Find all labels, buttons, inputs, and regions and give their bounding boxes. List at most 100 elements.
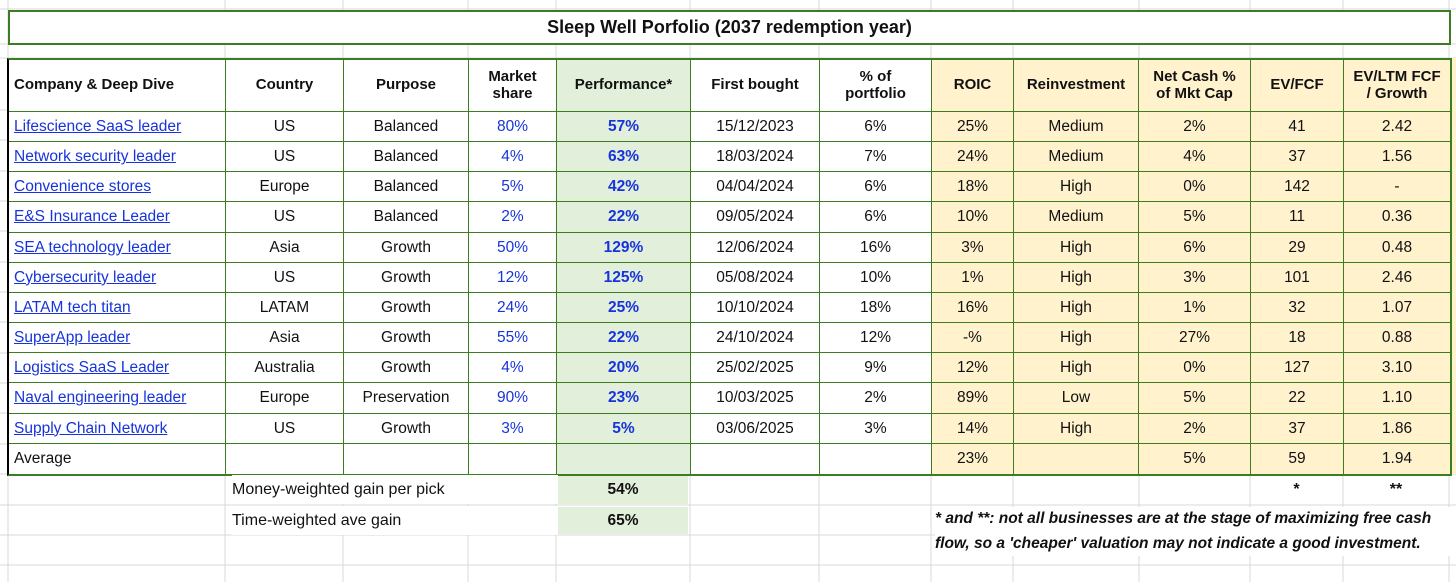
purpose-cell: Preservation: [344, 383, 469, 414]
company-cell: Lifescience SaaS leader: [9, 112, 226, 143]
first-bought-cell: 04/04/2024: [691, 172, 820, 203]
market-share-cell: 90%: [469, 383, 557, 414]
company-link[interactable]: SuperApp leader: [14, 329, 131, 347]
net-cash-cell: 2%: [1139, 112, 1251, 143]
company-cell: Naval engineering leader: [9, 383, 226, 414]
market-share-cell: 80%: [469, 112, 557, 143]
header-company: Company & Deep Dive: [9, 60, 226, 112]
first-bought-cell: 05/08/2024: [691, 262, 820, 293]
ev-ltm-cell: 1.86: [1344, 413, 1450, 444]
purpose-cell: Balanced: [344, 142, 469, 173]
roic-cell: 1%: [932, 262, 1014, 293]
ev-ltm-cell: -: [1344, 172, 1450, 203]
reinvestment-cell: High: [1014, 292, 1139, 324]
market-share-cell: 24%: [469, 292, 557, 324]
first-bought-cell: 03/06/2025: [691, 413, 820, 444]
money-weighted-value: 54%: [558, 476, 688, 504]
pct-portfolio-cell: 16%: [820, 232, 932, 263]
header-net-cash: Net Cash % of Mkt Cap: [1139, 60, 1251, 112]
company-cell: SEA technology leader: [9, 232, 226, 263]
average-net-cash: 5%: [1139, 443, 1251, 474]
company-link[interactable]: Network security leader: [14, 148, 176, 166]
roic-cell: 12%: [932, 353, 1014, 384]
country-cell: Europe: [226, 383, 344, 414]
average-purpose-empty: [344, 443, 469, 474]
average-pct-empty: [820, 443, 932, 474]
header-performance: Performance*: [557, 60, 691, 112]
pct-portfolio-cell: 3%: [820, 413, 932, 444]
company-cell: LATAM tech titan: [9, 292, 226, 324]
time-weighted-value: 65%: [558, 507, 688, 534]
roic-cell: 16%: [932, 292, 1014, 324]
reinvestment-cell: Medium: [1014, 202, 1139, 233]
company-link[interactable]: Logistics SaaS Leader: [14, 359, 170, 377]
pct-portfolio-cell: 7%: [820, 142, 932, 173]
purpose-cell: Growth: [344, 353, 469, 384]
ev-fcf-cell: 127: [1251, 353, 1344, 384]
roic-cell: 89%: [932, 383, 1014, 414]
ev-ltm-cell: 1.07: [1344, 292, 1450, 324]
purpose-cell: Balanced: [344, 172, 469, 203]
reinvestment-cell: High: [1014, 172, 1139, 203]
performance-cell: 25%: [557, 292, 691, 324]
reinvestment-cell: High: [1014, 232, 1139, 263]
net-cash-cell: 1%: [1139, 292, 1251, 324]
reinvestment-cell: High: [1014, 413, 1139, 444]
company-link[interactable]: LATAM tech titan: [14, 298, 131, 316]
ev-fcf-cell: 32: [1251, 292, 1344, 324]
reinvestment-cell: High: [1014, 353, 1139, 384]
market-share-cell: 5%: [469, 172, 557, 203]
average-roic: 23%: [932, 443, 1014, 474]
market-share-cell: 12%: [469, 262, 557, 293]
average-label: Average: [9, 443, 226, 474]
market-share-cell: 55%: [469, 323, 557, 354]
market-share-cell: 4%: [469, 142, 557, 173]
purpose-cell: Growth: [344, 262, 469, 293]
net-cash-cell: 0%: [1139, 172, 1251, 203]
average-reinvestment-empty: [1014, 443, 1139, 474]
average-country-empty: [226, 443, 344, 474]
ev-fcf-cell: 22: [1251, 383, 1344, 414]
country-cell: US: [226, 413, 344, 444]
company-link[interactable]: Naval engineering leader: [14, 389, 187, 407]
company-cell: Network security leader: [9, 142, 226, 173]
first-bought-cell: 09/05/2024: [691, 202, 820, 233]
company-cell: Logistics SaaS Leader: [9, 353, 226, 384]
ev-fcf-cell: 37: [1251, 142, 1344, 173]
pct-portfolio-cell: 6%: [820, 112, 932, 143]
company-link[interactable]: E&S Insurance Leader: [14, 208, 170, 226]
purpose-cell: Growth: [344, 292, 469, 324]
ev-ltm-cell: 1.56: [1344, 142, 1450, 173]
first-bought-cell: 15/12/2023: [691, 112, 820, 143]
pct-portfolio-cell: 2%: [820, 383, 932, 414]
header-first-bought: First bought: [691, 60, 820, 112]
purpose-cell: Balanced: [344, 112, 469, 143]
pct-portfolio-cell: 18%: [820, 292, 932, 324]
company-cell: Cybersecurity leader: [9, 262, 226, 293]
ev-fcf-cell: 41: [1251, 112, 1344, 143]
first-bought-cell: 24/10/2024: [691, 323, 820, 354]
pct-portfolio-cell: 9%: [820, 353, 932, 384]
title-box: Sleep Well Porfolio (2037 redemption yea…: [8, 10, 1451, 45]
money-weighted-label: Money-weighted gain per pick: [232, 475, 558, 504]
valuation-footnote: * and **: not all businesses are at the …: [935, 507, 1456, 556]
sheet-title: Sleep Well Porfolio (2037 redemption yea…: [547, 17, 912, 37]
ev-ltm-cell: 1.10: [1344, 383, 1450, 414]
performance-cell: 23%: [557, 383, 691, 414]
company-link[interactable]: Cybersecurity leader: [14, 268, 157, 286]
performance-cell: 42%: [557, 172, 691, 203]
pct-portfolio-cell: 6%: [820, 172, 932, 203]
company-link[interactable]: Supply Chain Network: [14, 419, 168, 437]
roic-cell: 25%: [932, 112, 1014, 143]
company-cell: E&S Insurance Leader: [9, 202, 226, 233]
performance-cell: 129%: [557, 232, 691, 263]
time-weighted-label: Time-weighted ave gain: [232, 506, 558, 535]
market-share-cell: 50%: [469, 232, 557, 263]
market-share-cell: 4%: [469, 353, 557, 384]
header-country: Country: [226, 60, 344, 112]
net-cash-cell: 3%: [1139, 262, 1251, 293]
company-link[interactable]: SEA technology leader: [14, 238, 171, 256]
company-link[interactable]: Convenience stores: [14, 178, 151, 196]
company-link[interactable]: Lifescience SaaS leader: [14, 117, 182, 135]
